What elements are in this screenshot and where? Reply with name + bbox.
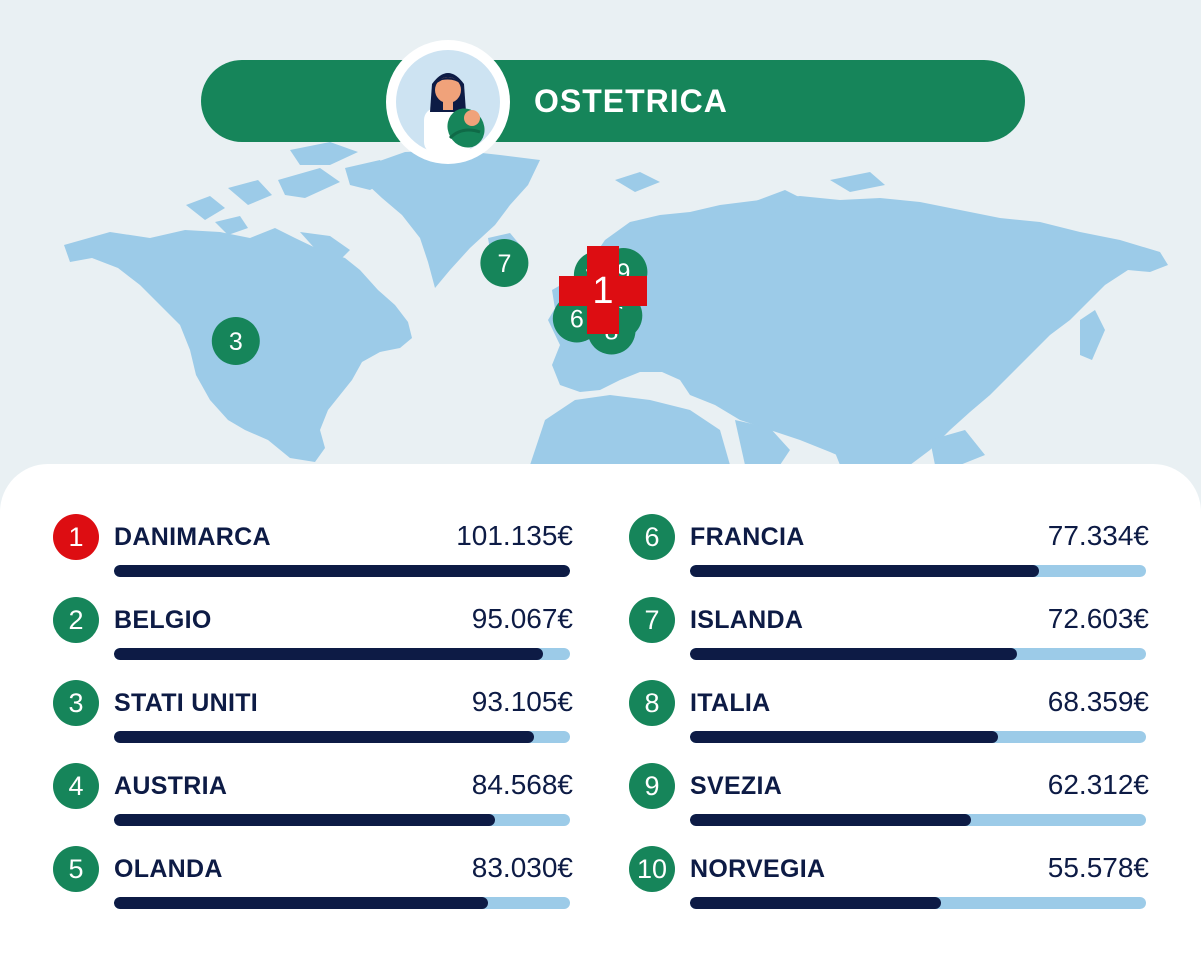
map-marker-label: 1: [592, 270, 613, 312]
country-name: AUSTRIA: [114, 772, 228, 800]
midwife-with-baby-icon: [396, 50, 500, 154]
salary-value: 72.603€: [1047, 603, 1149, 634]
map-marker: [211, 317, 260, 365]
country-name: SVEZIA: [690, 772, 783, 800]
avatar: [386, 40, 510, 164]
salary-value: 77.334€: [1047, 520, 1149, 551]
ranking-panel: [0, 464, 1201, 972]
salary-value: 62.312€: [1047, 769, 1149, 800]
bar-fill: [690, 648, 1018, 660]
salary-value: 95.067€: [471, 603, 573, 634]
rank-badge: 6: [629, 514, 675, 560]
ranking-row: 9 SVEZIA 62.312€: [629, 763, 1149, 833]
rank-badge: 10: [629, 846, 675, 892]
bar-track: [114, 814, 570, 826]
bar-track: [690, 648, 1146, 660]
map-marker: [480, 239, 529, 287]
bar-fill: [690, 897, 941, 909]
salary-value: 93.105€: [471, 686, 573, 717]
title-banner: [201, 60, 1025, 142]
world-map: 37109524681: [64, 142, 1168, 465]
ranking-row: 5 OLANDA 83.030€: [53, 846, 573, 916]
bar-fill: [114, 814, 496, 826]
bar-track: [690, 814, 1146, 826]
rank-badge: 8: [629, 680, 675, 726]
salary-value: 83.030€: [471, 852, 573, 883]
ranking-row: 1 DANIMARCA 101.135€: [53, 514, 573, 584]
eurasia-landmass: [548, 196, 1168, 465]
rank-badge: 4: [53, 763, 99, 809]
salary-value: 84.568€: [471, 769, 573, 800]
bar-track: [690, 731, 1146, 743]
bar-fill: [114, 648, 543, 660]
ranking-row: 6 FRANCIA 77.334€: [629, 514, 1149, 584]
bar-track: [690, 897, 1146, 909]
rank-badge: 1: [53, 514, 99, 560]
bar-fill: [690, 731, 999, 743]
bar-fill: [690, 814, 971, 826]
bar-track: [114, 565, 570, 577]
rank-badge: 7: [629, 597, 675, 643]
map-marker-label: 6: [570, 306, 584, 334]
ranking-row: 4 AUSTRIA 84.568€: [53, 763, 573, 833]
africa-landmass: [530, 395, 730, 465]
map-marker-label: 7: [497, 250, 511, 278]
salary-value: 101.135€: [456, 520, 573, 551]
bar-track: [114, 648, 570, 660]
salary-value: 68.359€: [1047, 686, 1149, 717]
country-name: FRANCIA: [690, 523, 805, 551]
country-name: ITALIA: [690, 689, 771, 717]
country-name: OLANDA: [114, 855, 223, 883]
bar-fill: [114, 897, 489, 909]
ranking-row: 10 NORVEGIA 55.578€: [629, 846, 1149, 916]
country-name: ISLANDA: [690, 606, 804, 634]
ranking-row: 8 ITALIA 68.359€: [629, 680, 1149, 750]
country-name: NORVEGIA: [690, 855, 826, 883]
greenland-landmass: [360, 150, 540, 288]
bar-fill: [114, 731, 534, 743]
bar-track: [690, 565, 1146, 577]
bar-fill: [114, 565, 570, 577]
rank-badge: 9: [629, 763, 675, 809]
ranking-row: 2 BELGIO 95.067€: [53, 597, 573, 667]
country-name: DANIMARCA: [114, 523, 271, 551]
red-cross-icon: [559, 246, 647, 334]
country-name: BELGIO: [114, 606, 212, 634]
bar-fill: [690, 565, 1039, 577]
country-name: STATI UNITI: [114, 689, 259, 717]
rank-badge: 3: [53, 680, 99, 726]
rank-badge: 5: [53, 846, 99, 892]
bar-track: [114, 731, 570, 743]
rank-badge: 2: [53, 597, 99, 643]
bar-track: [114, 897, 570, 909]
page-title: OSTETRICA: [534, 83, 728, 119]
ranking-row: 7 ISLANDA 72.603€: [629, 597, 1149, 667]
map-marker-label: 3: [229, 328, 243, 356]
ranking-row: 3 STATI UNITI 93.105€: [53, 680, 573, 750]
salary-value: 55.578€: [1047, 852, 1149, 883]
